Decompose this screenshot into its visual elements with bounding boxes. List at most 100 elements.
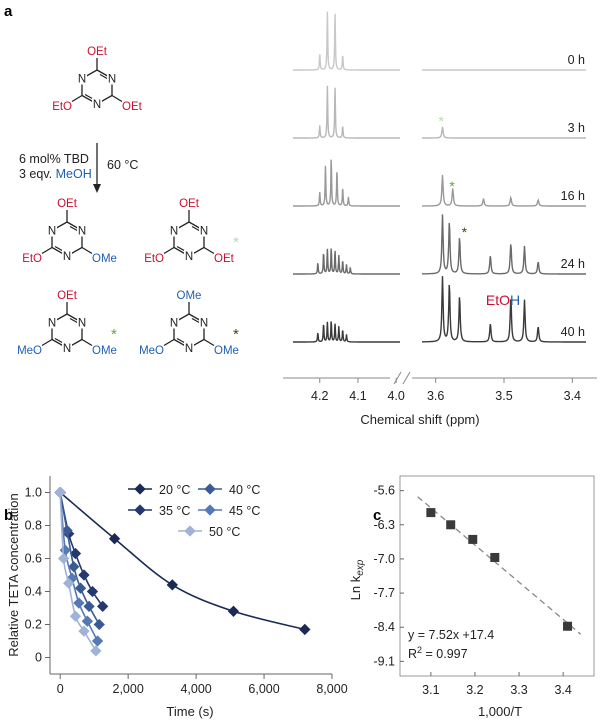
y-axis-title: Ln kexp [348, 559, 366, 600]
nitrogen-label: N [78, 226, 86, 238]
peak-star: * [449, 178, 455, 194]
data-point [78, 569, 90, 581]
legend-label: 20 °C [159, 483, 190, 497]
spectrum-trace-left [293, 85, 400, 139]
spectrum-time-label: 0 h [568, 53, 585, 67]
nitrogen-label: N [185, 343, 193, 355]
nmr-tick-label: 3.4 [564, 389, 581, 403]
atom-mask [92, 98, 102, 110]
x-tick-label: 6,000 [248, 682, 279, 696]
legend-item: 35 °C [128, 504, 190, 518]
x-tick-label: 3.4 [554, 683, 571, 697]
substituent-left: MeO [17, 345, 42, 357]
nmr-tick-label: 4.1 [349, 389, 366, 403]
x-tick-label: 3.1 [422, 683, 439, 697]
atom-mask [199, 316, 209, 329]
spectrum-trace-left [293, 159, 400, 207]
etoh-annotation: EtOH [486, 292, 520, 308]
nmr-x-axis-title: Chemical shift (ppm) [360, 412, 479, 427]
reagent-label: 3 eqv. MeOH [19, 167, 92, 181]
legend-item: 45 °C [198, 504, 260, 518]
data-point [74, 582, 87, 594]
y-tick-label: 0.2 [25, 618, 42, 632]
x-axis-title: 1,000/T [478, 704, 522, 719]
arrhenius-chart: 3.1 3.2 3.3 3.4 -9.1 -8.4 -7.7 -7.0 -6.3 -5.6 1,00… [348, 475, 595, 719]
nitrogen-label: N [200, 318, 208, 330]
substituent-top: OEt [179, 198, 200, 210]
spectrum-trace-right [422, 126, 586, 139]
nmr-tick-label: 3.5 [495, 389, 512, 403]
nitrogen-label: N [200, 226, 208, 238]
substituent-top: OEt [87, 46, 108, 58]
spectrum-time-label: 16 h [561, 189, 585, 203]
nitrogen-label: N [63, 251, 71, 263]
axis-break-mark [393, 371, 402, 385]
atom-mask [184, 250, 194, 262]
triazine-molecule: N N N OMe MeO OMe * [139, 290, 239, 357]
y-tick-label: 0.8 [25, 519, 42, 533]
legend-marker [134, 504, 146, 516]
substituent-left: MeO [139, 345, 164, 357]
data-point [93, 618, 105, 631]
catalyst-label: 6 mol% TBD [19, 152, 89, 166]
nitrogen-label: N [48, 318, 56, 330]
x-tick-label: 0 [57, 682, 64, 696]
data-point [299, 623, 311, 636]
y-tick-label: -7.0 [373, 552, 395, 566]
nmr-spectrum-0: 0 h [293, 11, 586, 71]
atom-mask [169, 316, 179, 329]
nmr-chart: 0 h 3 h 16 h 24 h 40 h * * * EtOH 4.2 4.1 4.0 3.6 3.5… [283, 11, 597, 427]
nitrogen-label: N [185, 251, 193, 263]
substituent-left: EtO [144, 253, 164, 265]
substituent-right: OEt [122, 101, 143, 113]
data-point [468, 534, 478, 544]
triazine-molecule: N N N OEt MeO OMe * [17, 290, 117, 357]
nitrogen-label: N [170, 226, 178, 238]
data-point [490, 552, 500, 562]
data-point [73, 597, 85, 609]
y-tick-label: 1.0 [25, 486, 42, 500]
spectrum-time-label: 24 h [561, 257, 585, 271]
legend-item: 50 °C [178, 525, 240, 539]
marker-star: * [111, 326, 117, 343]
atom-mask [199, 224, 209, 237]
substituent-left: EtO [52, 101, 72, 113]
reaction-arrow [93, 143, 101, 193]
data-point [54, 486, 66, 499]
substituent-right: OMe [214, 345, 239, 357]
spectrum-trace-left [293, 248, 400, 275]
substituent-top: OEt [57, 198, 78, 210]
atom-mask [107, 72, 117, 85]
nmr-spectrum-3: 24 h [293, 214, 586, 275]
nmr-spectrum-1: 3 h [293, 85, 586, 139]
atom-mask [62, 342, 72, 354]
axis-break-mark [402, 371, 411, 385]
legend-marker [134, 483, 146, 495]
substituent-right: OMe [92, 345, 117, 357]
panel-label-b: b [4, 507, 13, 524]
series-4 [54, 486, 102, 657]
spectrum-time-label: 3 h [568, 121, 585, 135]
data-point [90, 645, 102, 657]
x-tick-label: 3.2 [466, 683, 483, 697]
data-point [446, 520, 456, 530]
x-tick-label: 4,000 [180, 682, 211, 696]
y-axis-title-base: Ln k [348, 575, 363, 600]
data-point [227, 605, 240, 617]
nmr-tick-label: 3.6 [427, 389, 444, 403]
atom-mask [77, 316, 87, 329]
atom-mask [62, 250, 72, 262]
legend-marker [204, 504, 216, 516]
atom-mask [184, 342, 194, 354]
y-tick-label: -7.7 [373, 586, 395, 600]
substituent-left: EtO [22, 253, 42, 265]
nmr-spectrum-4: 40 h [293, 276, 586, 343]
fit-equation: y = 7.52x +17.4 [408, 628, 494, 642]
y-tick-label: 0 [35, 651, 42, 665]
triazine-molecule: N N N OEt EtO OEt * [144, 198, 239, 265]
substituent-right: OMe [92, 253, 117, 265]
data-point [97, 600, 109, 613]
legend-marker [184, 525, 196, 537]
